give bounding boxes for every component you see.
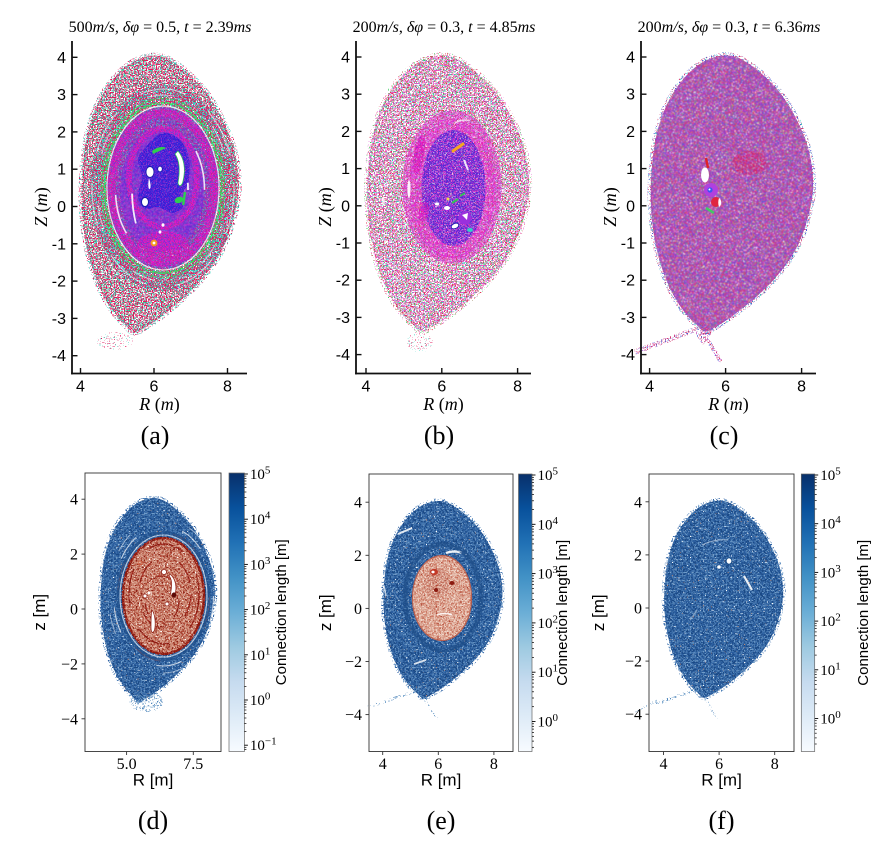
svg-text:(d): (d) — [138, 806, 168, 835]
svg-text:z [m]: z [m] — [30, 594, 49, 631]
svg-text:-2: -2 — [52, 274, 66, 291]
svg-text:-4: -4 — [336, 347, 350, 364]
svg-text:1: 1 — [341, 161, 350, 178]
svg-text:-3: -3 — [621, 310, 635, 327]
svg-text:8: 8 — [797, 379, 806, 396]
svg-text:R [m]: R [m] — [701, 771, 742, 790]
svg-text:-3: -3 — [336, 310, 350, 327]
svg-text:8: 8 — [771, 756, 779, 773]
svg-text:2: 2 — [634, 547, 642, 564]
svg-text:−2: −2 — [345, 654, 362, 671]
svg-text:2: 2 — [70, 547, 78, 564]
svg-text:Connection length [m]: Connection length [m] — [855, 540, 872, 686]
svg-text:3: 3 — [626, 87, 635, 104]
svg-text:Connection length [m]: Connection length [m] — [554, 540, 571, 686]
svg-text:6: 6 — [715, 756, 723, 773]
svg-text:−2: −2 — [61, 656, 78, 673]
svg-text:8: 8 — [513, 379, 522, 396]
svg-text:R (m): R (m) — [138, 394, 180, 415]
svg-text:4: 4 — [379, 756, 387, 773]
svg-text:8: 8 — [223, 379, 232, 396]
svg-text:-1: -1 — [52, 236, 66, 253]
svg-text:0: 0 — [70, 602, 78, 619]
svg-text:z [m]: z [m] — [589, 594, 608, 631]
svg-text:6: 6 — [434, 756, 442, 773]
svg-text:R (m): R (m) — [422, 394, 464, 415]
svg-text:4: 4 — [70, 492, 78, 509]
svg-text:2: 2 — [354, 548, 362, 565]
svg-text:R (m): R (m) — [707, 394, 749, 415]
svg-text:8: 8 — [490, 756, 498, 773]
svg-text:6: 6 — [721, 379, 730, 396]
svg-text:7.5: 7.5 — [183, 756, 203, 773]
svg-text:500m/s, δφ = 0.5, t = 2.39ms: 500m/s, δφ = 0.5, t = 2.39ms — [69, 19, 252, 36]
svg-text:−4: −4 — [625, 707, 642, 724]
svg-text:−4: −4 — [345, 707, 362, 724]
svg-text:1: 1 — [57, 162, 66, 179]
svg-text:-2: -2 — [336, 273, 350, 290]
svg-text:200m/s, δφ = 0.3, t = 6.36ms: 200m/s, δφ = 0.3, t = 6.36ms — [638, 19, 821, 36]
svg-text:3: 3 — [57, 87, 66, 104]
svg-text:-4: -4 — [621, 347, 635, 364]
svg-text:R [m]: R [m] — [421, 771, 462, 790]
svg-text:2: 2 — [57, 124, 66, 141]
svg-text:-1: -1 — [336, 236, 350, 253]
svg-text:4: 4 — [626, 50, 635, 67]
svg-text:2: 2 — [626, 124, 635, 141]
svg-text:(f): (f) — [709, 806, 735, 835]
svg-text:4: 4 — [341, 50, 350, 67]
svg-text:4: 4 — [660, 756, 668, 773]
svg-text:4: 4 — [57, 50, 66, 67]
svg-text:1: 1 — [626, 161, 635, 178]
svg-text:4: 4 — [76, 379, 85, 396]
svg-text:-3: -3 — [52, 311, 66, 328]
svg-text:0: 0 — [354, 601, 362, 618]
svg-text:0: 0 — [626, 198, 635, 215]
svg-text:(e): (e) — [427, 806, 456, 835]
svg-text:6: 6 — [150, 379, 159, 396]
svg-text:-4: -4 — [52, 348, 66, 365]
svg-text:(c): (c) — [710, 421, 739, 450]
svg-text:0: 0 — [634, 601, 642, 618]
svg-text:4: 4 — [645, 379, 654, 396]
svg-text:0: 0 — [341, 198, 350, 215]
svg-text:5.0: 5.0 — [117, 756, 137, 773]
svg-text:Connection length [m]: Connection length [m] — [273, 539, 290, 685]
svg-text:-1: -1 — [621, 236, 635, 253]
svg-text:3: 3 — [341, 87, 350, 104]
svg-text:−2: −2 — [625, 654, 642, 671]
svg-text:4: 4 — [634, 494, 642, 511]
svg-text:4: 4 — [354, 495, 362, 512]
svg-text:Z (m): Z (m) — [31, 187, 52, 227]
svg-text:−4: −4 — [61, 711, 78, 728]
svg-text:200m/s, δφ = 0.3, t = 4.85ms: 200m/s, δφ = 0.3, t = 4.85ms — [353, 19, 536, 36]
svg-text:Z (m): Z (m) — [315, 187, 336, 227]
svg-text:4: 4 — [362, 379, 371, 396]
svg-text:0: 0 — [57, 199, 66, 216]
svg-text:z [m]: z [m] — [316, 594, 335, 631]
svg-text:(a): (a) — [141, 421, 170, 450]
svg-text:(b): (b) — [424, 421, 454, 450]
svg-text:2: 2 — [341, 124, 350, 141]
svg-text:-2: -2 — [621, 273, 635, 290]
svg-text:Z (m): Z (m) — [600, 187, 621, 227]
svg-text:6: 6 — [437, 379, 446, 396]
svg-text:R [m]: R [m] — [133, 771, 174, 790]
